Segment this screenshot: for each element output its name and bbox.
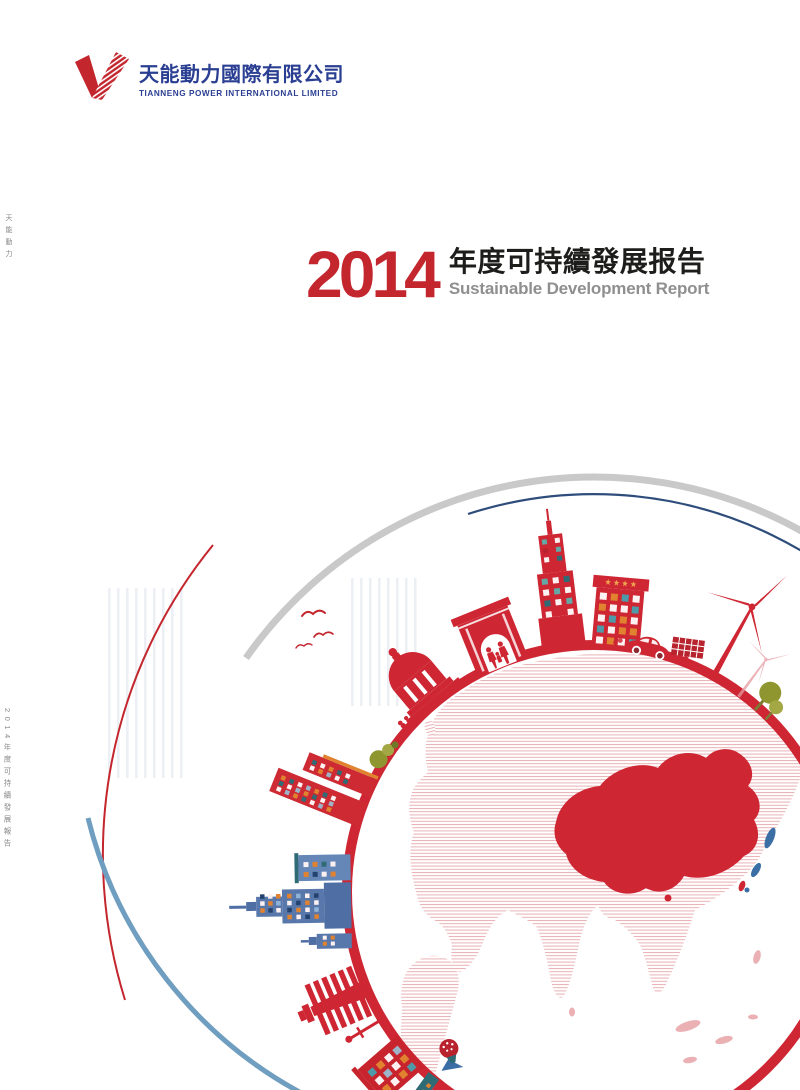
- bushes-icon: [369, 741, 399, 769]
- solar-panel-icon: [670, 636, 705, 667]
- car-icon: [613, 636, 670, 661]
- logo-mark-icon: [75, 52, 129, 100]
- china-map: [554, 749, 760, 902]
- skyscraper-windows: [541, 537, 575, 618]
- dome-building-icon: [388, 648, 464, 728]
- company-name-zh: 天能動力國際有限公司: [139, 64, 344, 86]
- birds-icon: [295, 609, 334, 649]
- company-logo: 天能動力國際有限公司 TIANNENG POWER INTERNATIONAL …: [72, 52, 344, 110]
- wind-turbine-icon: [707, 574, 789, 682]
- logo-v-right: [92, 52, 129, 100]
- hot-air-balloon-icon: [439, 1038, 464, 1071]
- hotel-windows: [595, 592, 640, 647]
- world-map: [398, 652, 800, 1090]
- skyscraper-icon: [536, 508, 587, 654]
- red-slab-buildings-icon: [269, 752, 379, 827]
- bottom-buildings-icon: [412, 1072, 464, 1090]
- bg-texture: [108, 578, 417, 778]
- company-name-en: TIANNENG POWER INTERNATIONAL LIMITED: [139, 89, 339, 98]
- hotel-icon: [591, 574, 650, 653]
- striped-tower-icon: [297, 965, 374, 1036]
- outer-arc-blue: [467, 493, 800, 552]
- trees-icon: [753, 681, 784, 721]
- report-year: 2014: [306, 237, 441, 311]
- uk-map: [424, 720, 436, 736]
- spine-text-top: 天能動力: [5, 214, 12, 262]
- window-building-icon: [351, 1035, 425, 1090]
- report-title-en: Sustainable Development Report: [448, 279, 710, 299]
- blue-skyscrapers-icon: [229, 853, 352, 949]
- globe-illustration: [85, 473, 800, 1090]
- cover-title: 2014 年度可持續發展报告 Sustainable Development R…: [306, 237, 710, 311]
- family-silhouette-icon: [486, 641, 510, 669]
- blue-tower-windows: [259, 893, 319, 920]
- spine-text-bottom: 2014年度可持續發展報告: [3, 708, 12, 851]
- arch-building-icon: [450, 596, 529, 677]
- outer-arc-lightblue: [85, 817, 302, 1090]
- report-title-zh: 年度可持續發展报告: [448, 246, 706, 277]
- japan-map: [744, 827, 776, 893]
- outer-arc-red: [101, 544, 214, 1001]
- logo-v-left: [75, 55, 100, 98]
- antenna-icon: [345, 1015, 387, 1043]
- outer-arc-gray: [243, 473, 800, 661]
- islands-map: [569, 950, 761, 1064]
